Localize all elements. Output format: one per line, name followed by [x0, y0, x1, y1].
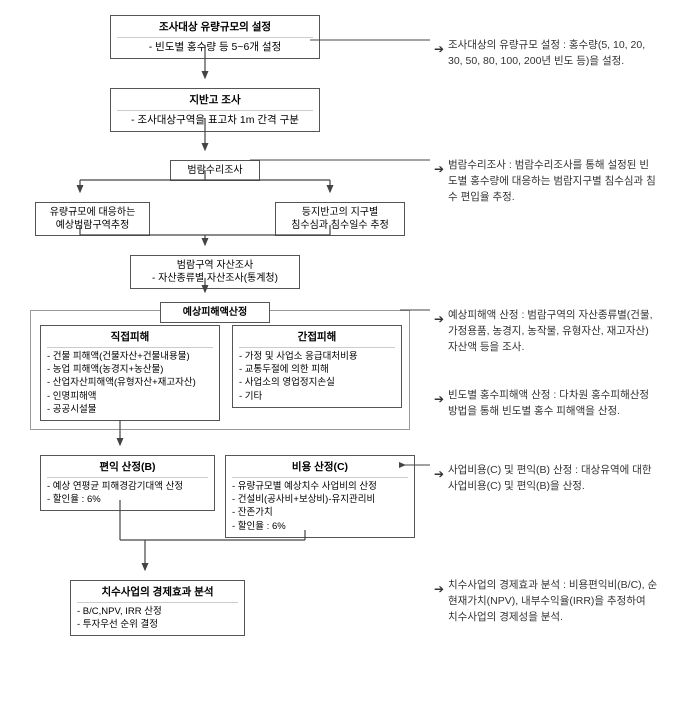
note-text: 범람수리조사 : 범람수리조사를 통해 설정된 빈도별 홍수량에 대응하는 범람… — [448, 159, 656, 203]
box-item: - 빈도별 홍수량 등 5~6개 설정 — [117, 40, 313, 55]
box-item: - 공공시설물 — [47, 403, 213, 416]
box-item: - 기타 — [239, 390, 395, 403]
box-flood-hydraulic-survey: 범람수리조사 — [170, 160, 260, 181]
note-economic-analysis: ➔ 치수사업의 경제효과 분석 : 비용편익비(B/C), 순현재가치(NPV)… — [448, 578, 658, 625]
note-frequency-damage: ➔ 빈도별 홍수피해액 산정 : 다차원 홍수피해산정방법을 통해 빈도별 홍수… — [448, 388, 658, 420]
arrow-icon: ➔ — [434, 390, 444, 408]
arrow-icon: ➔ — [434, 160, 444, 178]
box-asset-survey: 범람구역 자산조사 - 자산종류별 자산조사(통계청) — [130, 255, 300, 289]
line2: 예상범람구역추정 — [56, 220, 130, 231]
note-damage-estimation: ➔ 예상피해액 산정 : 범람구역의 자산종류별(건물, 가정용품, 농경지, … — [448, 308, 658, 355]
box-title: 비용 산정(C) — [232, 460, 408, 478]
box-item: - 할인율 : 6% — [47, 493, 208, 506]
box-item: - 건설비(공사비+보상비)-유지관리비 — [232, 493, 408, 506]
box-title: 편익 산정(B) — [47, 460, 208, 478]
box-benefit-calculation: 편익 산정(B) - 예상 연평균 피해경감기대액 산정 - 할인율 : 6% — [40, 455, 215, 511]
note-text: 사업비용(C) 및 편익(B) 산정 : 대상유역에 대한 사업비용(C) 및 … — [448, 464, 652, 492]
box-item: - 산업자산피해액(유형자산+재고자산) — [47, 376, 213, 389]
note-text: 예상피해액 산정 : 범람구역의 자산종류별(건물, 가정용품, 농경지, 농작… — [448, 309, 653, 353]
box-item: - 유량규모별 예상치수 사업비의 산정 — [232, 480, 408, 493]
box-flow-scale-estimation: 유량규모에 대응하는 예상범람구역추정 — [35, 202, 150, 236]
arrow-icon: ➔ — [434, 465, 444, 483]
box-title: 지반고 조사 — [117, 93, 313, 111]
note-scope: ➔ 조사대상의 유량규모 설정 : 홍수량(5, 10, 20, 30, 50,… — [448, 38, 658, 70]
box-direct-damage: 직접피해 - 건물 피해액(건물자산+건물내용물) - 농업 피해액(농경지+농… — [40, 325, 220, 421]
line2: - 자산종류별 자산조사(통계청) — [152, 273, 278, 284]
note-text: 조사대상의 유량규모 설정 : 홍수량(5, 10, 20, 30, 50, 8… — [448, 39, 645, 67]
arrow-icon: ➔ — [434, 310, 444, 328]
box-title: 간접피해 — [239, 330, 395, 348]
box-title: 직접피해 — [47, 330, 213, 348]
note-hydraulic: ➔ 범람수리조사 : 범람수리조사를 통해 설정된 빈도별 홍수량에 대응하는 … — [448, 158, 658, 205]
box-label: 범람수리조사 — [187, 165, 242, 176]
line1: 유량규모에 대응하는 — [50, 207, 136, 218]
box-indirect-damage: 간접피해 - 가정 및 사업소 응급대처비용 - 교통두절에 의한 피해 - 사… — [232, 325, 402, 408]
line1: 범람구역 자산조사 — [177, 260, 253, 271]
box-item: - 조사대상구역을 표고차 1m 간격 구분 — [117, 113, 313, 128]
box-item: - 할인율 : 6% — [232, 520, 408, 533]
note-text: 치수사업의 경제효과 분석 : 비용편익비(B/C), 순현재가치(NPV), … — [448, 579, 657, 623]
box-item: - 사업소의 영업정지손실 — [239, 376, 395, 389]
box-title: 조사대상 유량규모의 설정 — [117, 20, 313, 38]
box-label: 예상피해액산정 — [183, 307, 247, 318]
box-elevation-survey: 지반고 조사 - 조사대상구역을 표고차 1m 간격 구분 — [110, 88, 320, 132]
box-item: - B/C,NPV, IRR 산정 — [77, 605, 238, 618]
box-item: - 건물 피해액(건물자산+건물내용물) — [47, 350, 213, 363]
line2: 침수심과 침수일수 추정 — [291, 220, 389, 231]
box-item: - 인명피해액 — [47, 390, 213, 403]
box-damage-estimation-title: 예상피해액산정 — [160, 302, 270, 323]
note-cost-benefit: ➔ 사업비용(C) 및 편익(B) 산정 : 대상유역에 대한 사업비용(C) … — [448, 463, 658, 495]
note-text: 빈도별 홍수피해액 산정 : 다차원 홍수피해산정방법을 통해 빈도별 홍수 피… — [448, 389, 649, 417]
box-item: - 농업 피해액(농경지+농산물) — [47, 363, 213, 376]
arrow-icon: ➔ — [434, 40, 444, 58]
box-economic-analysis: 치수사업의 경제효과 분석 - B/C,NPV, IRR 산정 - 투자우선 순… — [70, 580, 245, 636]
box-cost-calculation: 비용 산정(C) - 유량규모별 예상치수 사업비의 산정 - 건설비(공사비+… — [225, 455, 415, 538]
box-item: - 투자우선 순위 결정 — [77, 618, 238, 631]
box-item: - 가정 및 사업소 응급대처비용 — [239, 350, 395, 363]
box-item: - 교통두절에 의한 피해 — [239, 363, 395, 376]
box-elevation-depth-estimation: 등지반고의 지구별 침수심과 침수일수 추정 — [275, 202, 405, 236]
box-item: - 예상 연평균 피해경감기대액 산정 — [47, 480, 208, 493]
box-item: - 잔존가치 — [232, 506, 408, 519]
box-scope-setting: 조사대상 유량규모의 설정 - 빈도별 홍수량 등 5~6개 설정 — [110, 15, 320, 59]
box-title: 치수사업의 경제효과 분석 — [77, 585, 238, 603]
line1: 등지반고의 지구별 — [302, 207, 378, 218]
arrow-icon: ➔ — [434, 580, 444, 598]
